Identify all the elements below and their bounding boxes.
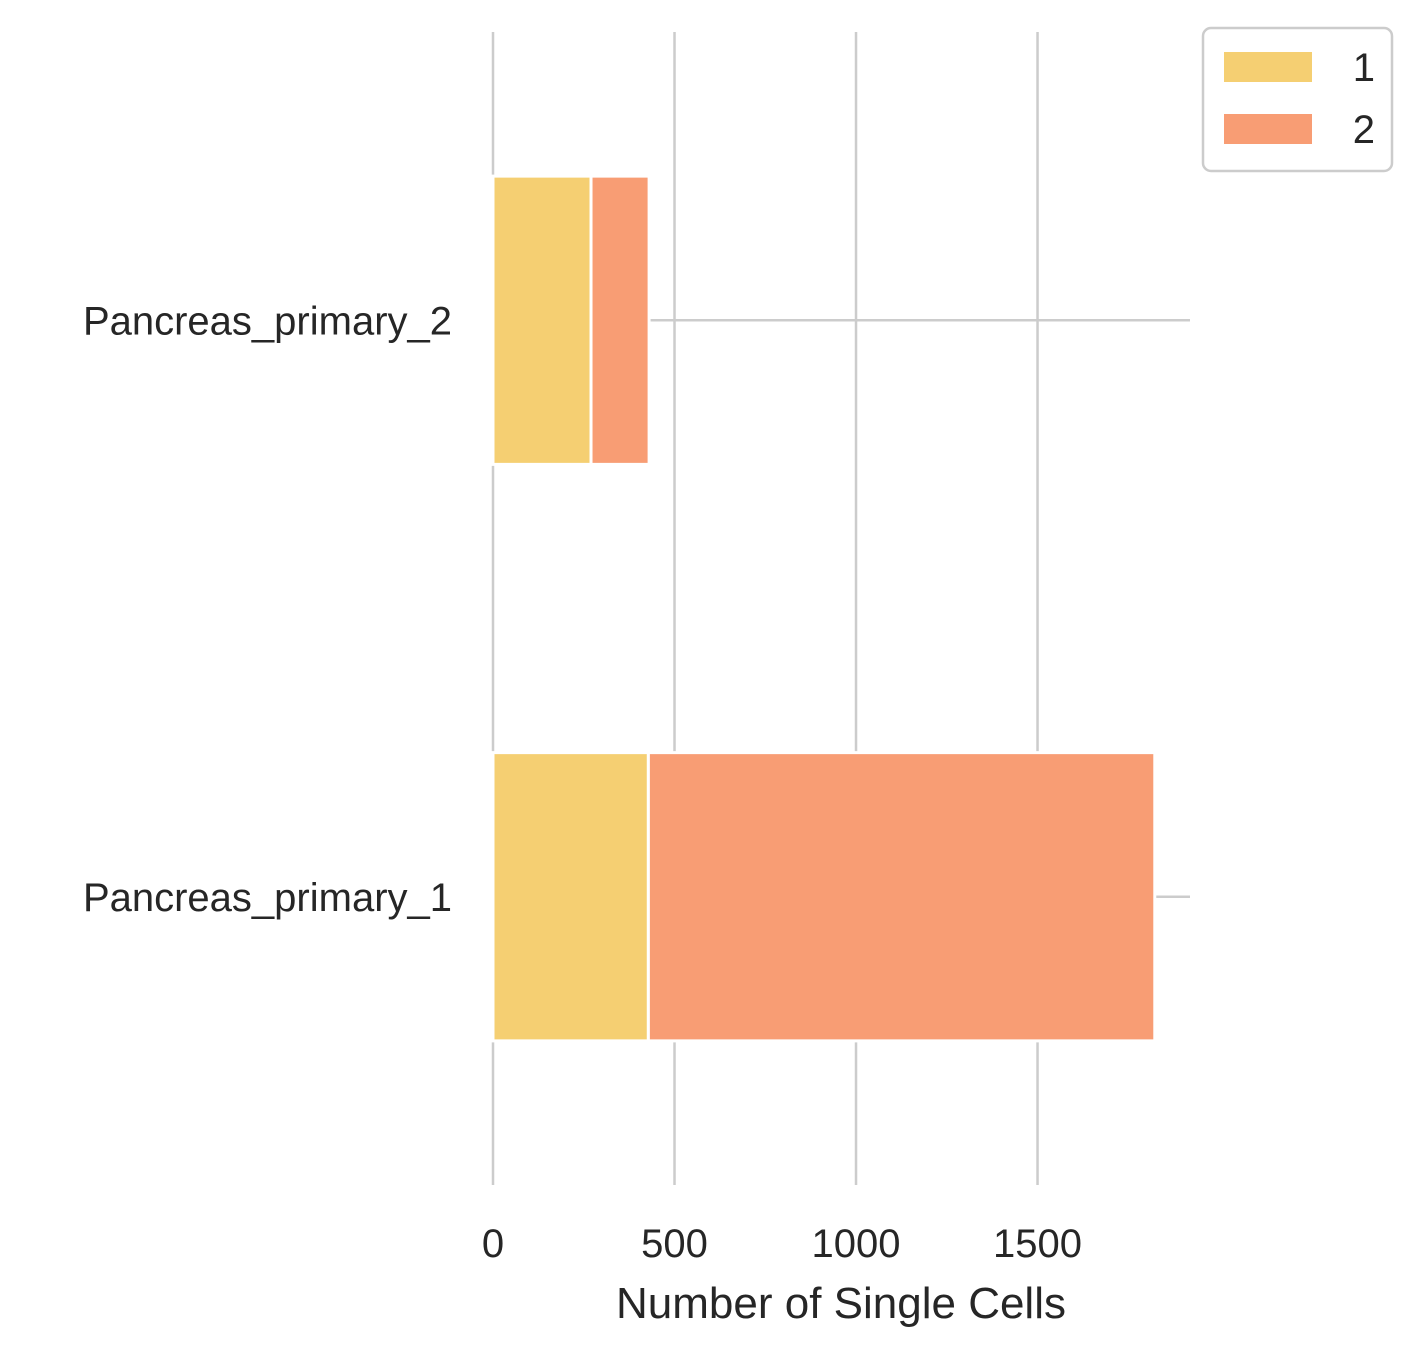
bars [491,174,1157,1043]
legend-label: 1 [1353,46,1375,90]
x-tick-label: 1000 [812,1222,901,1266]
legend-swatch [1224,114,1312,144]
x-axis-label: Number of Single Cells [616,1279,1066,1328]
x-tick-label: 500 [641,1222,708,1266]
x-tick-label: 1500 [993,1222,1082,1266]
category-label: Pancreas_primary_2 [83,299,452,343]
category-label: Pancreas_primary_1 [83,876,452,920]
legend-label: 2 [1353,108,1375,152]
legend: 12 [1201,26,1394,173]
x-tick-label: 0 [482,1222,504,1266]
bar-segment [491,751,650,1043]
category-labels: Pancreas_primary_2 Pancreas_primary_1 [83,299,452,920]
legend-swatch [1224,52,1312,82]
x-tick-labels: 0 500 1000 1500 [482,1222,1082,1266]
bar-segment [589,174,651,466]
bar-segment [491,174,593,466]
bar-segment [646,751,1157,1043]
